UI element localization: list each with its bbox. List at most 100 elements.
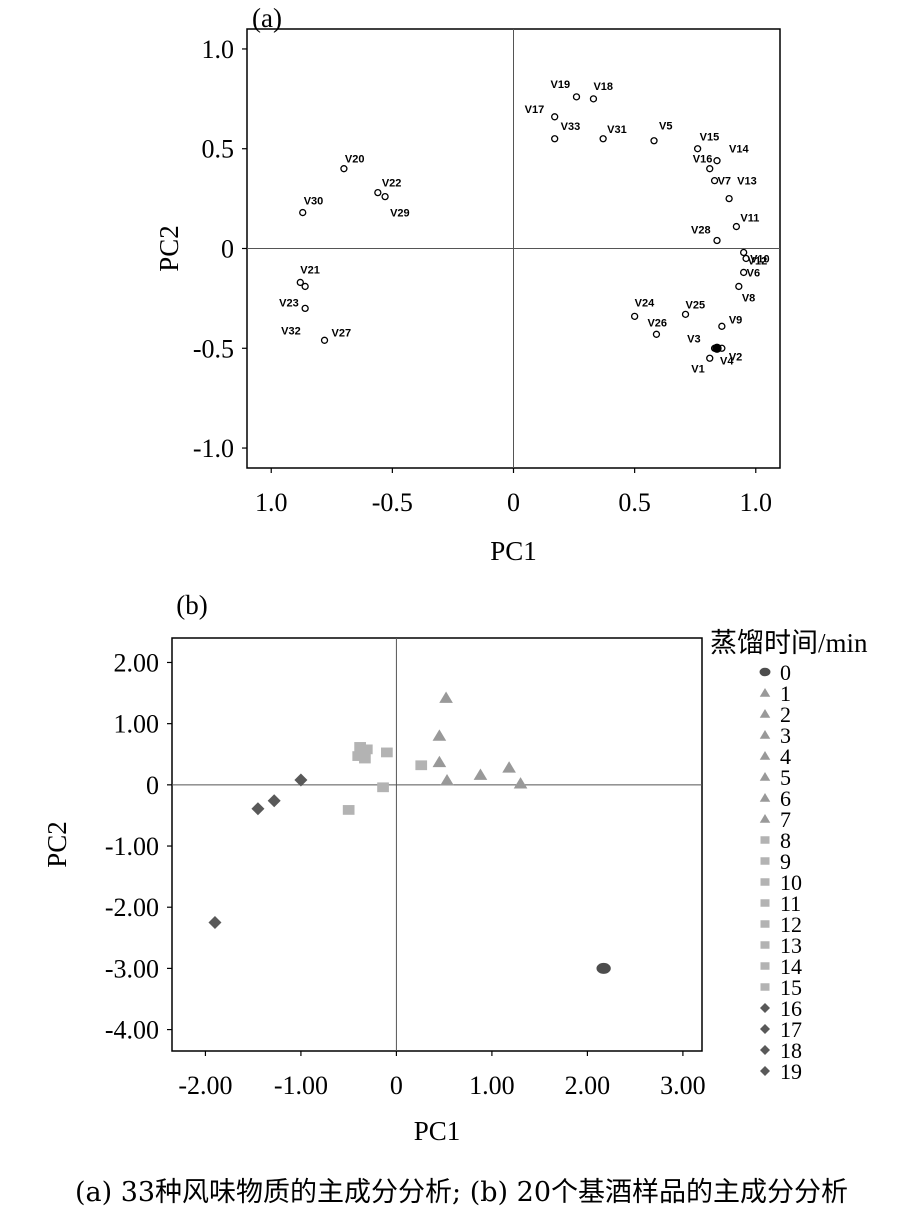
panel-b-y-tick-label: -2.00 xyxy=(105,893,159,922)
legend-item: 0 xyxy=(759,660,791,685)
legend-marker-triangle xyxy=(759,730,771,739)
legend-item: 11 xyxy=(760,891,801,916)
legend-label: 8 xyxy=(780,828,791,853)
panel-b-x-tick-label: 2.00 xyxy=(565,1071,611,1100)
point-v4 xyxy=(712,343,722,353)
point-v31 xyxy=(599,135,607,143)
legend-marker-square xyxy=(760,941,770,949)
panel-a-y-tick-label: 0.5 xyxy=(202,135,235,164)
point-v32 xyxy=(301,304,309,313)
legend-label: 13 xyxy=(780,933,802,958)
panel-a-x-tick-label: -0.5 xyxy=(372,488,413,517)
panel-a-x-tick-label: 1.0 xyxy=(255,488,288,517)
panel-a-scatter: (a) 1.0 -0.5 0 0.5 1.0 1.0 0.5 0 -0.5 -1.0 PC1 PC2 V1… xyxy=(154,3,781,566)
legend-marker-diamond xyxy=(760,1024,770,1034)
point-square-10 xyxy=(352,751,365,761)
legend-item: 12 xyxy=(760,912,802,937)
point-label-v3: V3 xyxy=(687,333,700,345)
point-diamond-18 xyxy=(251,802,265,816)
legend-marker-triangle xyxy=(759,751,771,760)
point-label-v33: V33 xyxy=(561,121,581,133)
legend-item: 1 xyxy=(759,681,791,706)
point-square-15 xyxy=(342,805,355,815)
panel-a-x-axis-label: PC1 xyxy=(490,536,537,566)
point-label-v25: V25 xyxy=(686,299,706,311)
point-label-v10: V10 xyxy=(750,253,770,265)
point-v5 xyxy=(650,137,658,145)
point-diamond-19 xyxy=(208,916,222,930)
legend-item: 13 xyxy=(760,933,802,958)
point-v13 xyxy=(725,194,733,203)
point-square-8 xyxy=(354,742,366,752)
point-label-v29: V29 xyxy=(390,208,410,220)
figure-caption: (a) 33种风味物质的主成分分析; (b) 20个基酒样品的主成分分析 xyxy=(74,1177,849,1208)
legend-item: 5 xyxy=(759,765,791,790)
panel-b-x-tick-label: 0 xyxy=(390,1071,403,1100)
panel-a-y-tick-label: 0 xyxy=(221,235,234,264)
point-label-v6: V6 xyxy=(747,267,760,279)
panel-b-y-tick-label: 1.00 xyxy=(114,710,160,739)
point-v16 xyxy=(706,165,714,173)
legend-marker-square xyxy=(760,878,770,886)
point-v30 xyxy=(299,208,307,217)
panel-a-x-tick-label: 0.5 xyxy=(618,488,651,517)
legend-label: 14 xyxy=(780,954,802,979)
legend-item: 10 xyxy=(760,870,802,895)
legend-marker-square xyxy=(760,857,770,865)
legend-marker-diamond xyxy=(760,1045,770,1055)
point-label-v14: V14 xyxy=(729,144,749,156)
point-label-v1: V1 xyxy=(691,363,704,375)
point-v8 xyxy=(735,282,743,291)
figure: (a) 1.0 -0.5 0 0.5 1.0 1.0 0.5 0 -0.5 -1.0 PC1 PC2 V1… xyxy=(42,3,868,1146)
point-v28 xyxy=(713,236,721,245)
point-v21 xyxy=(296,278,304,287)
legend-marker-diamond xyxy=(760,1003,770,1013)
legend-label: 7 xyxy=(780,807,791,832)
point-square-11 xyxy=(359,753,371,764)
point-v19 xyxy=(572,93,581,101)
legend-label: 15 xyxy=(780,975,802,1000)
legend-marker-square xyxy=(760,983,770,991)
point-label-v8: V8 xyxy=(742,292,755,304)
point-v11 xyxy=(732,222,741,231)
point-triangle-7 xyxy=(513,777,528,789)
legend-item: 14 xyxy=(760,954,802,979)
legend-marker-diamond xyxy=(760,1066,770,1076)
point-label-v20: V20 xyxy=(345,154,365,166)
legend-item: 6 xyxy=(759,786,791,811)
legend-label: 1 xyxy=(780,681,791,706)
legend-item: 17 xyxy=(760,1017,802,1042)
legend-label: 12 xyxy=(780,912,802,937)
legend-label: 3 xyxy=(780,723,791,748)
legend-item: 18 xyxy=(760,1038,802,1063)
point-v27 xyxy=(320,336,329,344)
point-label-v28: V28 xyxy=(691,225,711,237)
point-v17 xyxy=(551,113,559,121)
legend-item: 19 xyxy=(760,1059,802,1084)
legend-label: 9 xyxy=(780,849,791,874)
point-v24 xyxy=(630,312,639,320)
panel-a-label: (a) xyxy=(252,3,282,33)
point-label-v26: V26 xyxy=(647,317,667,329)
panel-b-frame xyxy=(171,637,703,1052)
point-label-v7: V7 xyxy=(718,176,731,188)
point-v26 xyxy=(652,330,661,338)
legend-marker-triangle xyxy=(759,709,771,718)
legend-item: 8 xyxy=(760,828,791,853)
panel-b-y-tick-label: 2.00 xyxy=(114,648,160,677)
point-label-v5: V5 xyxy=(659,121,672,133)
legend-item: 9 xyxy=(760,849,791,874)
point-label-v31: V31 xyxy=(607,124,627,136)
legend-item: 4 xyxy=(759,744,791,769)
point-v18 xyxy=(589,95,598,103)
point-label-v27: V27 xyxy=(332,327,352,339)
point-label-v23: V23 xyxy=(279,297,299,309)
point-label-v17: V17 xyxy=(525,104,545,116)
point-triangle-4 xyxy=(440,774,454,786)
legend-label: 2 xyxy=(780,702,791,727)
point-triangle-5 xyxy=(473,768,488,780)
point-circle-0 xyxy=(596,962,611,974)
point-v6 xyxy=(740,268,748,277)
point-label-v13: V13 xyxy=(737,176,757,188)
point-v29 xyxy=(381,192,389,201)
